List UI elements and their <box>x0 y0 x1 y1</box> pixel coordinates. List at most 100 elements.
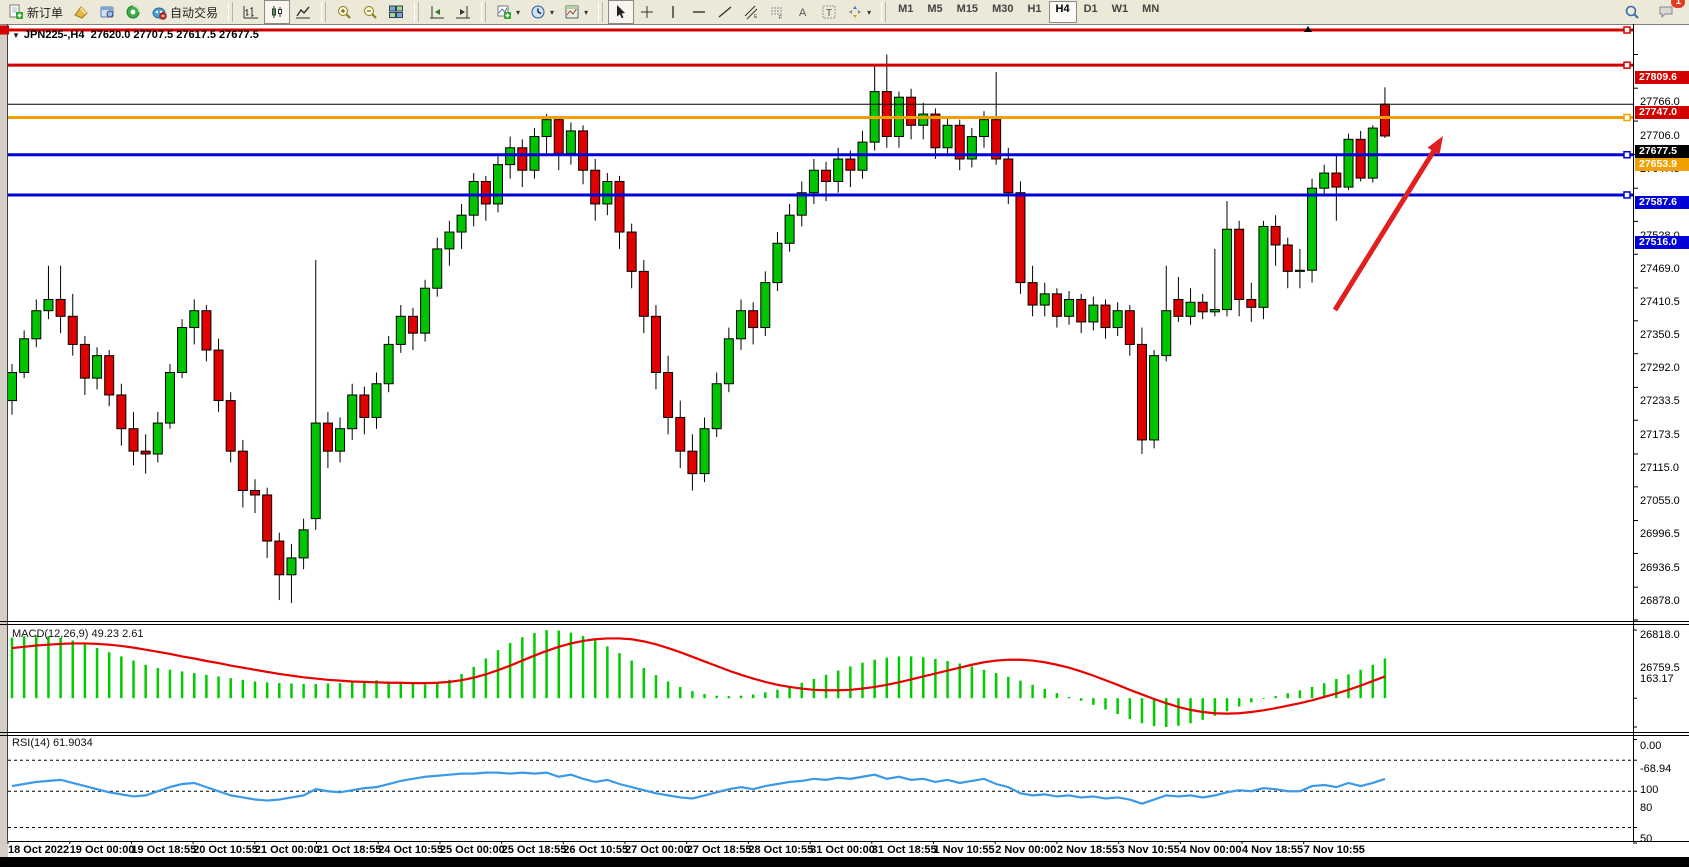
svg-text:A: A <box>799 7 807 19</box>
annotation-arrow-head[interactable] <box>1427 136 1443 155</box>
candle <box>1076 298 1087 323</box>
fibonacci-button[interactable]: F <box>764 0 790 24</box>
shift-chart-button[interactable] <box>424 0 450 24</box>
candle <box>213 349 224 402</box>
candle <box>225 400 236 452</box>
time-label: 31 Oct 18:55 <box>871 844 937 856</box>
timeframe-h1[interactable]: H1 <box>1027 3 1042 15</box>
candle <box>675 416 686 452</box>
time-label: 7 Nov 10:55 <box>1303 844 1365 856</box>
new-order-button[interactable]: 新订单 <box>3 0 68 24</box>
vertical-line-button[interactable] <box>660 0 686 24</box>
symbol-dropdown-icon[interactable]: ▼ <box>12 31 20 40</box>
trendline-button[interactable] <box>712 0 738 24</box>
notification-badge: 1 <box>1671 0 1685 8</box>
candle <box>1282 244 1293 272</box>
price-badge-27587.6: 27587.6 <box>1635 195 1689 209</box>
annotation-arrow[interactable] <box>1332 146 1438 312</box>
timeframe-d1[interactable]: D1 <box>1083 3 1098 15</box>
search-button[interactable] <box>1619 0 1645 24</box>
indicators-dropdown-caret[interactable]: ▾ <box>516 7 521 17</box>
candle <box>432 248 443 289</box>
timeframe-m30[interactable]: M30 <box>992 3 1014 15</box>
candle <box>1270 225 1281 246</box>
templates-button[interactable]: ▾ <box>559 0 593 24</box>
cursor-button[interactable] <box>608 0 635 24</box>
svg-text:F: F <box>779 15 782 20</box>
line-anchor[interactable] <box>1623 26 1631 34</box>
line-chart-button[interactable] <box>290 0 316 24</box>
candle <box>298 529 309 559</box>
price-tick-label: 27469.0 <box>1640 262 1680 275</box>
rsi-axis-label: 80 <box>1640 801 1653 814</box>
periods-dropdown-caret[interactable]: ▾ <box>550 7 555 17</box>
timeframe-m15[interactable]: M15 <box>956 3 979 15</box>
timeframe-m1[interactable]: M1 <box>898 3 914 15</box>
indicators-button[interactable]: ▾ <box>491 0 525 24</box>
line-anchor[interactable] <box>1623 191 1631 199</box>
strategy-tester-button[interactable] <box>94 0 120 24</box>
tile-windows-button[interactable] <box>383 0 409 24</box>
time-label: 19 Oct 18:55 <box>131 844 197 856</box>
bar-chart-button[interactable] <box>238 0 264 24</box>
metaeditor-button[interactable] <box>68 0 94 24</box>
candle <box>1294 269 1305 272</box>
candle <box>237 450 248 491</box>
candle <box>808 169 819 194</box>
candle <box>383 343 394 385</box>
chart-plot-area[interactable] <box>0 24 1689 867</box>
horizontal-line-button[interactable] <box>686 0 712 24</box>
candle <box>1185 301 1196 317</box>
timeframe-w1[interactable]: W1 <box>1111 3 1129 15</box>
auto-scroll-button[interactable] <box>450 0 476 24</box>
candle <box>833 158 844 182</box>
toolbar-separator <box>481 2 487 22</box>
macd-signal-line <box>11 637 1386 715</box>
text-button[interactable]: A <box>790 0 816 24</box>
arrow-objects-icon <box>849 6 862 18</box>
line-anchor[interactable] <box>1623 150 1631 159</box>
crosshair-button[interactable] <box>634 0 660 24</box>
candle <box>1307 187 1318 271</box>
candle <box>906 96 917 126</box>
candle <box>262 494 273 542</box>
line-anchor[interactable] <box>1623 61 1631 69</box>
candle <box>748 310 759 329</box>
timeframe-mn[interactable]: MN <box>1142 3 1160 15</box>
candle <box>1379 103 1390 137</box>
fibonacci-icon: F <box>771 7 782 20</box>
zoom-out-button[interactable] <box>357 0 383 24</box>
line-anchor-left[interactable] <box>0 25 9 35</box>
candlestick-chart-button[interactable] <box>264 0 291 24</box>
periods-button[interactable]: ▾ <box>525 0 559 24</box>
price-tick-label: 27055.0 <box>1640 495 1680 508</box>
candle <box>286 557 297 576</box>
candle <box>480 180 491 205</box>
price-tick-label: 26936.5 <box>1640 562 1680 575</box>
timeframe-h4[interactable]: H4 <box>1048 1 1077 23</box>
auto-trading-button[interactable]: 自动交易 <box>146 0 223 24</box>
zoom-in-button[interactable] <box>331 0 357 24</box>
toolbar-separator <box>881 2 887 22</box>
rsi-label: RSI(14) 61.9034 <box>12 737 93 749</box>
candle <box>347 394 358 430</box>
macd-axis-label: 163.17 <box>1640 672 1674 685</box>
templates-dropdown-caret[interactable]: ▾ <box>584 7 589 17</box>
candle <box>1112 310 1123 329</box>
line-anchor[interactable] <box>1623 113 1631 122</box>
arrows-dropdown-caret[interactable]: ▾ <box>867 7 872 17</box>
candle <box>881 91 892 138</box>
news-button[interactable] <box>120 0 146 24</box>
candle <box>687 450 698 475</box>
candle <box>335 428 346 452</box>
channel-button[interactable]: E <box>738 0 764 24</box>
candle <box>1173 298 1184 317</box>
vertical-line-icon <box>672 6 674 18</box>
candle <box>626 231 637 272</box>
label-button[interactable]: T <box>816 0 842 24</box>
notifications-button[interactable]: 1 <box>1653 0 1685 24</box>
candle <box>250 489 260 496</box>
time-label: 1 Nov 10:55 <box>933 844 995 856</box>
timeframe-m5[interactable]: M5 <box>927 3 943 15</box>
arrows-button[interactable]: ▾ <box>842 0 876 24</box>
